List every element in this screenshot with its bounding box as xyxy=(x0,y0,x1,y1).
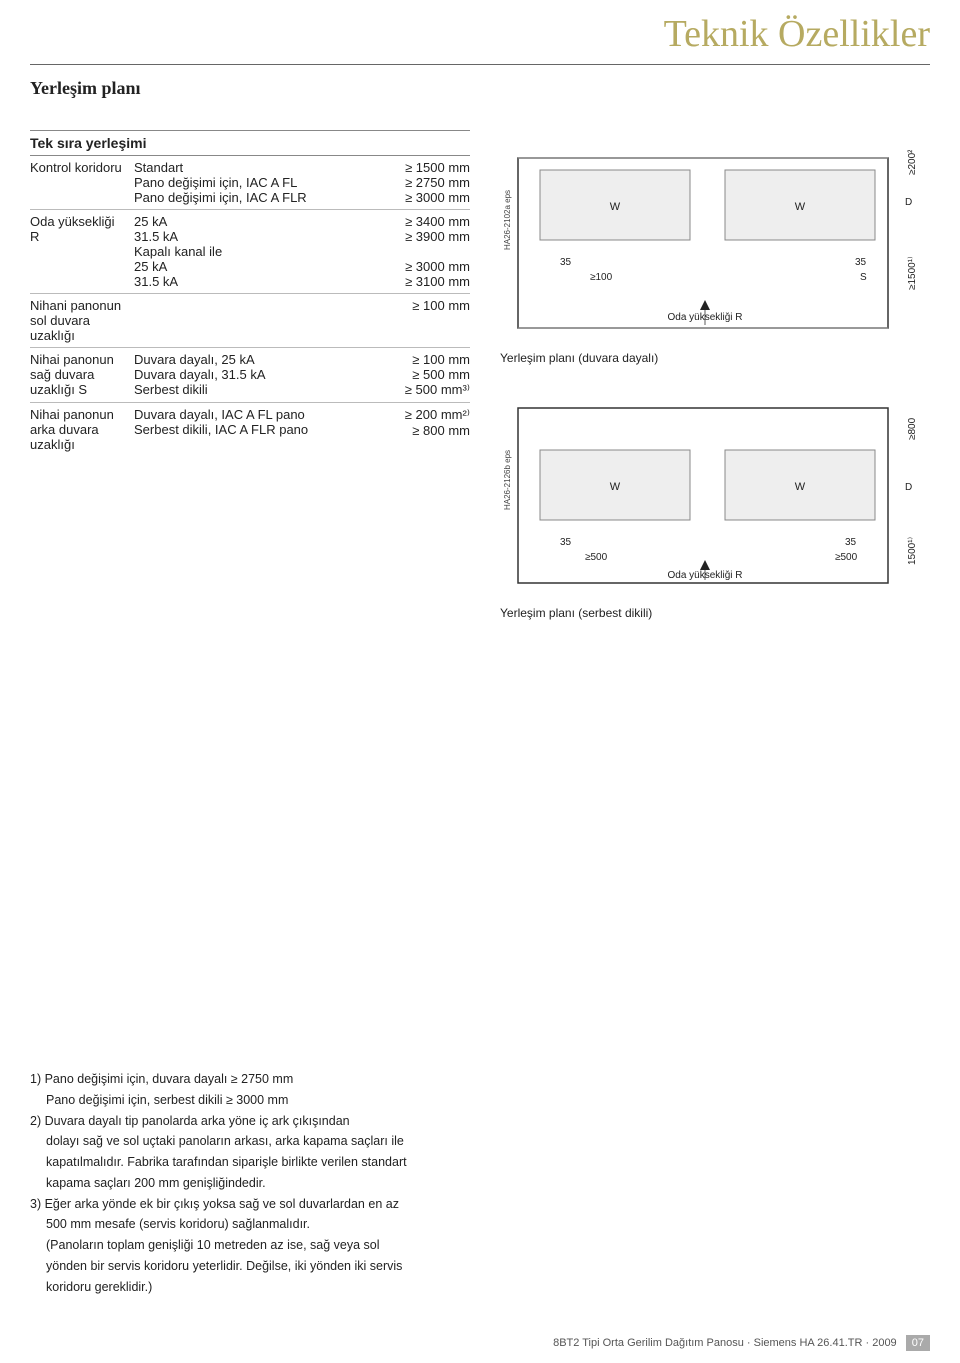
row-desc: 25 kA 31.5 kA Kapalı kanal ile 25 kA 31.… xyxy=(130,212,370,291)
table-row: Oda yüksekliği R 25 kA 31.5 kA Kapalı ka… xyxy=(30,210,470,294)
footnote-line: kapatılmalıdır. Fabrika tarafından sipar… xyxy=(30,1153,510,1172)
svg-text:W: W xyxy=(610,201,621,213)
svg-text:≥500: ≥500 xyxy=(835,552,858,563)
svg-text:W: W xyxy=(610,481,621,493)
svg-text:D: D xyxy=(905,482,912,493)
page-footer: 8BT2 Tipi Orta Gerilim Dağıtım Panosu · … xyxy=(553,1335,930,1351)
diagram-wall-mounted: W W 35 ≥100 35 S Oda yüksekliği R D ≥200… xyxy=(500,150,930,370)
svg-text:HA26-2102a eps: HA26-2102a eps xyxy=(503,190,512,250)
footnote-line: 2) Duvara dayalı tip panolarda arka yöne… xyxy=(30,1112,510,1131)
svg-text:≥500: ≥500 xyxy=(585,552,608,563)
row-label: Kontrol koridoru xyxy=(30,158,130,207)
diagram-caption: Yerleşim planı (serbest dikili) xyxy=(500,606,930,620)
row-value: ≥ 1500 mm ≥ 2750 mm ≥ 3000 mm xyxy=(370,158,470,207)
svg-text:35: 35 xyxy=(560,257,572,268)
spec-table: Tek sıra yerleşimi Kontrol koridoru Stan… xyxy=(30,130,470,456)
svg-text:35: 35 xyxy=(855,257,867,268)
row-value: ≥ 200 mm²⁾ ≥ 800 mm xyxy=(370,405,470,454)
row-value: ≥ 100 mm xyxy=(370,296,470,345)
footnote-line: (Panoların toplam genişliği 10 metreden … xyxy=(30,1236,510,1255)
diagram-free-standing: W W 35 ≥500 35 ≥500 Oda yüksekliği R D ≥… xyxy=(500,400,930,630)
footnote-line: 1) Pano değişimi için, duvara dayalı ≥ 2… xyxy=(30,1070,510,1089)
row-desc xyxy=(130,296,370,345)
row-value: ≥ 100 mm ≥ 500 mm ≥ 500 mm³⁾ xyxy=(370,350,470,400)
footer-text: 8BT2 Tipi Orta Gerilim Dağıtım Panosu · … xyxy=(553,1337,897,1349)
footnote-line: koridoru gereklidir.) xyxy=(30,1278,510,1297)
svg-text:1500¹⁾: 1500¹⁾ xyxy=(907,537,918,565)
row-desc: Duvara dayalı, 25 kA Duvara dayalı, 31.5… xyxy=(130,350,370,400)
footnote-line: 3) Eğer arka yönde ek bir çıkış yoksa sa… xyxy=(30,1195,510,1214)
svg-text:W: W xyxy=(795,201,806,213)
svg-text:Oda yüksekliği R: Oda yüksekliği R xyxy=(667,570,742,581)
svg-text:35: 35 xyxy=(845,537,857,548)
svg-text:≥100: ≥100 xyxy=(590,272,613,283)
svg-text:HA26-2126b eps: HA26-2126b eps xyxy=(503,450,512,510)
row-label: Nihai panonun arka duvara uzaklığı xyxy=(30,405,130,454)
top-rule xyxy=(30,64,930,65)
svg-text:≥800: ≥800 xyxy=(907,417,918,440)
diagram-caption: Yerleşim planı (duvara dayalı) xyxy=(500,351,930,365)
footnote-line: 500 mm mesafe (servis koridoru) sağlanma… xyxy=(30,1215,510,1234)
footnote-line: Pano değişimi için, serbest dikili ≥ 300… xyxy=(30,1091,510,1110)
footnote-line: dolayı sağ ve sol uçtaki panoların arkas… xyxy=(30,1132,510,1151)
table-row: Nihani panonun sol duvara uzaklığı ≥ 100… xyxy=(30,294,470,348)
page-number: 07 xyxy=(906,1335,930,1351)
row-label: Nihai panonun sağ duvara uzaklığı S xyxy=(30,350,130,400)
row-label: Nihani panonun sol duvara uzaklığı xyxy=(30,296,130,345)
row-desc: Duvara dayalı, IAC A FL pano Serbest dik… xyxy=(130,405,370,454)
footnote-line: kapama saçları 200 mm genişliğindedir. xyxy=(30,1174,510,1193)
svg-text:D: D xyxy=(905,197,912,208)
svg-text:S: S xyxy=(860,272,867,283)
table-header: Tek sıra yerleşimi xyxy=(30,130,470,156)
table-row: Nihai panonun sağ duvara uzaklığı S Duva… xyxy=(30,348,470,403)
row-desc: Standart Pano değişimi için, IAC A FL Pa… xyxy=(130,158,370,207)
row-label: Oda yüksekliği R xyxy=(30,212,130,291)
row-value: ≥ 3400 mm ≥ 3900 mm ≥ 3000 mm ≥ 3100 mm xyxy=(370,212,470,291)
svg-text:35: 35 xyxy=(560,537,572,548)
section-title: Yerleşim planı xyxy=(30,78,141,99)
svg-text:≥1500¹⁾: ≥1500¹⁾ xyxy=(907,256,918,290)
svg-text:W: W xyxy=(795,481,806,493)
table-row: Kontrol koridoru Standart Pano değişimi … xyxy=(30,156,470,210)
footnotes: 1) Pano değişimi için, duvara dayalı ≥ 2… xyxy=(30,1070,510,1298)
table-row: Nihai panonun arka duvara uzaklığı Duvar… xyxy=(30,403,470,456)
svg-text:≥200²⁾: ≥200²⁾ xyxy=(907,150,918,175)
svg-text:Oda yüksekliği R: Oda yüksekliği R xyxy=(667,312,742,323)
page-title: Teknik Özellikler xyxy=(664,12,930,56)
footnote-line: yönden bir servis koridoru yeterlidir. D… xyxy=(30,1257,510,1276)
